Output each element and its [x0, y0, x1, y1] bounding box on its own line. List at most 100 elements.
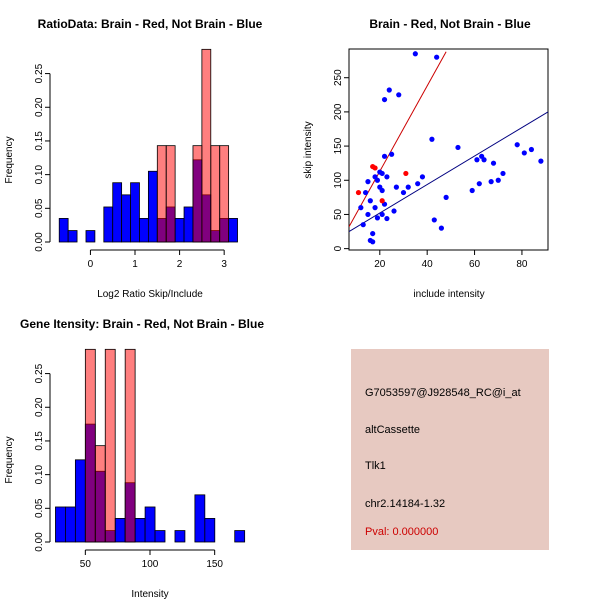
point-not-brain [379, 170, 385, 177]
bar-not-brain [154, 530, 166, 543]
x-tick-label: 60 [469, 259, 481, 270]
point-not-brain [384, 174, 390, 180]
chart-title: Gene Itensity: Brain - Red, Not Brain - … [20, 317, 264, 331]
bar-not-brain [67, 230, 78, 243]
y-axis: 0.00 0.05 0.10 0.15 0.20 0.25 [34, 363, 51, 552]
point-not-brain [381, 96, 388, 103]
bar-not-brain [114, 518, 126, 543]
point-not-brain [429, 136, 435, 142]
point-not-brain [521, 150, 527, 156]
bar-not-brain [130, 182, 140, 243]
bar-brain [219, 145, 230, 243]
chart-title: RatioData: Brain - Red, Not Brain - Blue [38, 17, 263, 31]
x-tick-label: 20 [374, 259, 386, 270]
chart-title: Brain - Red, Not Brain - Blue [369, 17, 531, 31]
bar-not-brain [139, 218, 149, 243]
x-tick-label: 50 [80, 559, 92, 570]
x-tick-label: 40 [422, 259, 434, 270]
bar-not-brain [144, 506, 156, 543]
point-not-brain [374, 177, 381, 183]
x-axis-label: include intensity [413, 289, 484, 300]
bar-not-brain [121, 194, 131, 243]
point-not-brain [490, 160, 497, 166]
y-tick-label: 0.05 [34, 498, 45, 518]
bar-brain [84, 348, 96, 543]
point-not-brain [384, 215, 390, 222]
y-tick-label: 0.25 [34, 363, 45, 383]
y-tick-label: 250 [333, 69, 344, 86]
point-not-brain [389, 151, 395, 157]
point-not-brain [367, 198, 373, 204]
y-tick-label: 0.20 [34, 97, 45, 117]
bar-brain [94, 445, 106, 543]
points [355, 51, 544, 245]
x-tick-label: 3 [221, 259, 227, 270]
bar-brain [210, 145, 221, 243]
y-tick-label: 0.00 [34, 532, 45, 552]
y-tick-label: 0.20 [34, 397, 45, 417]
bar-brain [192, 145, 203, 243]
event-type: altCassette [365, 424, 421, 436]
point-not-brain [419, 174, 426, 180]
bar-not-brain [74, 459, 86, 543]
bar-not-brain [183, 206, 194, 243]
point-not-brain [431, 217, 437, 223]
genomic-location: chr2.14184-1.32 [365, 498, 446, 510]
point-not-brain [379, 187, 385, 194]
x-tick-label: 100 [142, 559, 159, 570]
y-tick-label: 50 [333, 208, 344, 220]
point-brain [379, 198, 385, 204]
point-not-brain [495, 177, 501, 183]
point-not-brain [358, 205, 364, 211]
point-brain [403, 170, 409, 177]
x-axis: 20 40 60 80 [374, 250, 528, 270]
intensity-scatter: Brain - Red, Not Brain - Blue 0 50 100 150 2… [303, 17, 549, 300]
bar-brain [104, 348, 116, 543]
bar-not-brain [65, 506, 76, 543]
point-not-brain [443, 194, 449, 200]
point-not-brain [514, 142, 520, 148]
fit-line-not-brain-fit [349, 111, 548, 232]
point-not-brain [405, 184, 411, 190]
point-not-brain [474, 157, 480, 163]
bar-not-brain [194, 494, 206, 543]
point-not-brain [500, 170, 506, 177]
bar-not-brain [147, 170, 158, 243]
point-not-brain [362, 189, 369, 196]
point-not-brain [528, 146, 535, 153]
point-not-brain [381, 153, 388, 159]
bar-not-brain [174, 218, 185, 243]
point-not-brain [469, 187, 475, 194]
y-axis-label: Frequency [4, 136, 15, 183]
bar-not-brain [55, 506, 66, 543]
y-tick-label: 0.10 [34, 164, 45, 184]
fit-line-brain-fit [349, 51, 447, 227]
point-not-brain [391, 208, 397, 214]
probe-info-box: G7053597@J928548_RC@i_at altCassette Tlk… [351, 349, 549, 550]
point-not-brain [438, 225, 444, 231]
bar-not-brain [228, 218, 238, 243]
bar-not-brain [204, 518, 216, 543]
x-axis: 0 1 2 3 [88, 249, 227, 270]
y-tick-label: 0.00 [34, 232, 45, 252]
point-not-brain [415, 181, 421, 187]
point-not-brain [365, 179, 371, 185]
y-tick-label: 150 [333, 137, 344, 154]
x-tick-label: 80 [516, 259, 528, 270]
y-tick-label: 0.10 [34, 464, 45, 484]
y-tick-label: 0.15 [34, 431, 45, 451]
bar-brain [124, 348, 136, 543]
bars [58, 48, 238, 243]
x-tick-label: 150 [206, 559, 223, 570]
y-tick-label: 0.05 [34, 198, 45, 218]
bar-brain [165, 145, 176, 243]
gene-name: Tlk1 [365, 460, 386, 472]
y-axis: 0.00 0.05 0.10 0.15 0.20 0.25 [34, 63, 51, 252]
x-tick-label: 0 [88, 259, 94, 270]
y-tick-label: 0.15 [34, 131, 45, 151]
x-axis-label: Intensity [131, 589, 168, 600]
point-not-brain [365, 211, 371, 218]
y-tick-label: 0 [333, 245, 344, 251]
point-not-brain [455, 144, 461, 151]
bars [55, 348, 246, 543]
